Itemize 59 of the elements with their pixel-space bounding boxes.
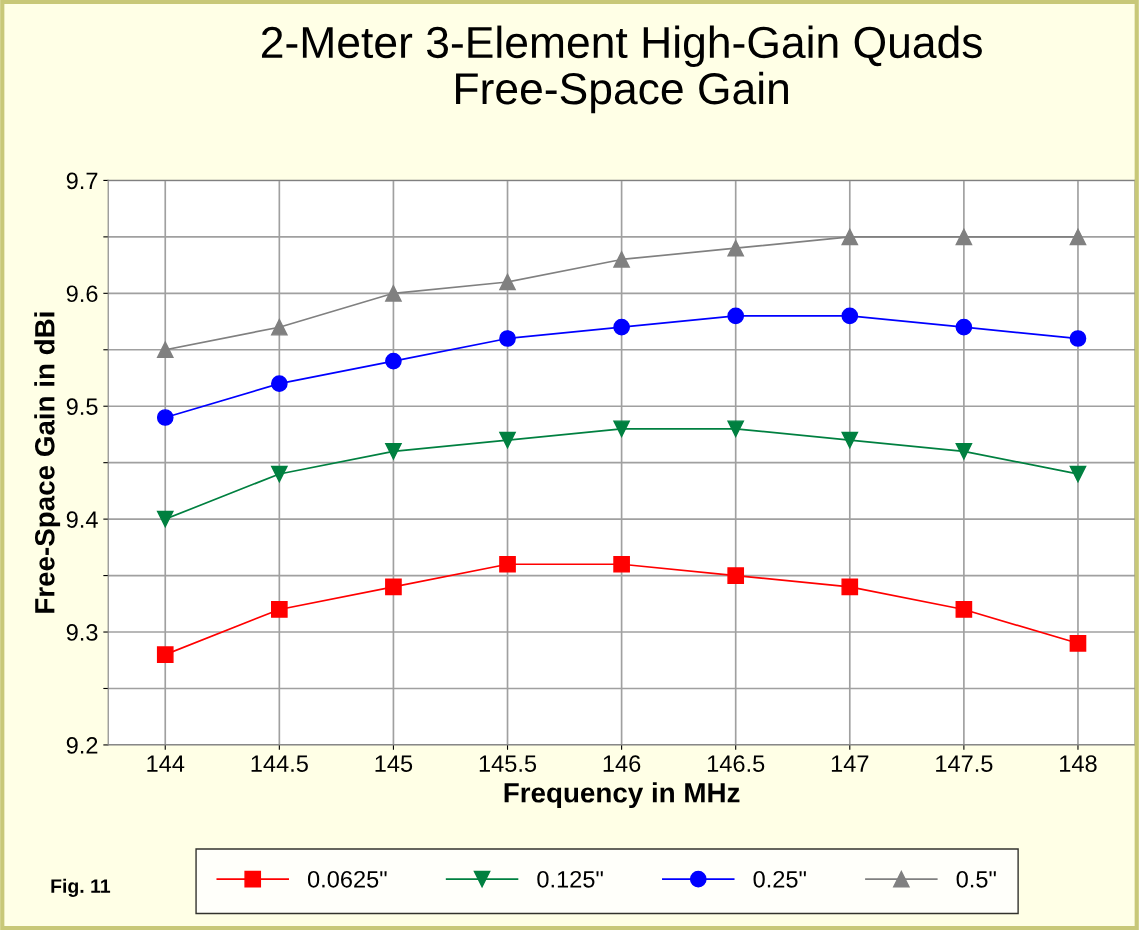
- x-tick-label: 144.5: [251, 755, 308, 772]
- point: [613, 555, 630, 573]
- x-tick-label: 145: [375, 755, 413, 772]
- x-axis-title: Frequency in MHz: [504, 782, 740, 809]
- point: [955, 601, 973, 618]
- x-tick-label: 147.5: [936, 755, 993, 772]
- legend-label: 0.25": [753, 870, 806, 888]
- point: [955, 228, 973, 246]
- point: [499, 555, 516, 573]
- point: [271, 601, 288, 618]
- caption: Fig. 11: [51, 878, 111, 897]
- point: [385, 352, 402, 370]
- point: [841, 431, 859, 449]
- x-tick-label: 145.5: [479, 755, 537, 772]
- point: [271, 375, 288, 392]
- x-tick-label: 144: [147, 755, 185, 772]
- chart-title: 2-Meter 3-Element High-Gain Quads Free-Space Gain: [261, 25, 982, 114]
- point: [156, 510, 174, 528]
- point: [727, 307, 745, 325]
- point: [727, 420, 745, 438]
- point: [156, 409, 174, 426]
- point: [955, 318, 973, 336]
- point: [271, 465, 288, 483]
- point: [841, 307, 859, 325]
- point: [613, 318, 630, 336]
- x-tick-label: 148: [1060, 755, 1097, 772]
- point: [385, 578, 402, 596]
- x-tick-label: 146: [603, 755, 641, 772]
- point: [156, 646, 174, 663]
- point: [613, 251, 630, 268]
- legend-label: 0.5": [956, 870, 996, 888]
- y-tick-label: 9.6: [66, 285, 98, 303]
- legend-label: 0.125": [537, 870, 603, 888]
- y-axis-title: Free-Space Gain in dBi: [34, 312, 61, 613]
- point: [499, 330, 516, 347]
- point: [1069, 465, 1087, 483]
- y-tick-label: 9.7: [66, 172, 98, 190]
- y-tick-label: 9.4: [66, 511, 98, 528]
- y-tick-label: 9.2: [66, 737, 98, 754]
- y-tick-label: 9.3: [66, 624, 98, 641]
- point: [727, 239, 745, 257]
- point: [1069, 330, 1087, 347]
- y-tick-label: 9.5: [66, 398, 98, 416]
- point: [727, 567, 745, 584]
- point: [385, 284, 402, 302]
- legend-label: 0.0625": [307, 870, 387, 888]
- point: [1069, 228, 1087, 246]
- x-tick-label: 147: [831, 755, 869, 772]
- point: [499, 273, 516, 291]
- point: [841, 228, 859, 246]
- point: [955, 443, 973, 460]
- point: [271, 318, 288, 336]
- point: [156, 341, 174, 359]
- point: [841, 578, 859, 596]
- point: [499, 431, 516, 449]
- point: [1069, 634, 1087, 652]
- x-tick-label: 146.5: [707, 755, 765, 772]
- point: [385, 443, 402, 460]
- point: [613, 420, 630, 438]
